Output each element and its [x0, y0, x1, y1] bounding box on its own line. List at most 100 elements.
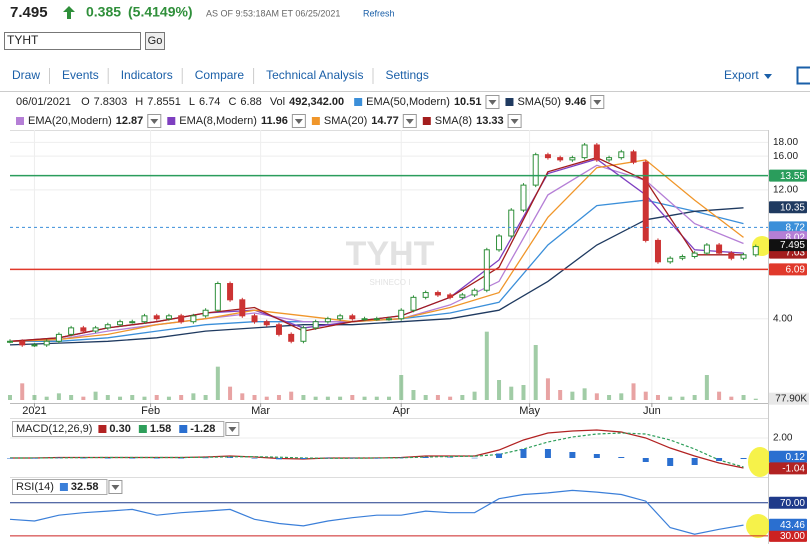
- legend-value: 9.46: [565, 96, 586, 108]
- up-arrow: [63, 6, 75, 19]
- highlight: [748, 447, 772, 477]
- legend-value: 6.88: [240, 96, 261, 108]
- indicator-flag-bg: [769, 462, 807, 475]
- histogram-bar: [7, 458, 13, 459]
- menu-item[interactable]: Compare: [195, 68, 245, 82]
- volume-bar: [228, 386, 233, 400]
- legend-caret: [228, 427, 237, 432]
- candle: [31, 344, 38, 347]
- legend-swatch: [59, 483, 68, 491]
- candle: [251, 315, 258, 323]
- histogram-bar: [251, 458, 258, 459]
- legend-swatch: [98, 425, 107, 433]
- legend-value: 6.74: [199, 96, 220, 108]
- volume-bar: [154, 395, 159, 400]
- legend-value: 32.58: [71, 481, 99, 493]
- candle: [373, 318, 380, 321]
- toolbar-icon[interactable]: [796, 66, 810, 85]
- candle: [630, 151, 637, 163]
- candle: [19, 340, 26, 346]
- change-pct: (5.4149%): [128, 4, 193, 20]
- menu-item[interactable]: Settings: [385, 68, 428, 82]
- legend-swatch: [16, 117, 24, 125]
- volume-bar: [130, 395, 135, 400]
- candle: [141, 315, 148, 323]
- volume-bar: [105, 395, 110, 400]
- price-flag: 8.02: [786, 232, 806, 243]
- volume-bar: [509, 386, 514, 400]
- legend-name: SMA(8): [435, 115, 472, 127]
- candle: [557, 157, 564, 161]
- candle: [202, 309, 209, 317]
- go-button[interactable]: [145, 32, 165, 50]
- price-flag: 10.35: [780, 202, 805, 213]
- legend-caret: [150, 119, 159, 124]
- price-flag-bg: [769, 263, 807, 276]
- x-tick-label: May: [519, 405, 540, 417]
- volume-bar: [533, 345, 538, 400]
- candle: [654, 239, 661, 263]
- candle: [92, 327, 99, 332]
- refresh[interactable]: Refresh: [363, 8, 395, 18]
- candle: [300, 327, 307, 342]
- candle: [349, 315, 356, 320]
- candle: [288, 333, 295, 342]
- volume-bar: [179, 395, 184, 400]
- indicator-legend-box: [12, 479, 108, 495]
- legend-name: EMA(20,Modern): [28, 115, 112, 127]
- y-tick-label: 16.00: [773, 151, 798, 162]
- candle: [532, 154, 539, 186]
- legend-key: Vol: [270, 96, 285, 108]
- candle: [569, 157, 576, 161]
- volume-bar: [729, 396, 734, 400]
- volume-bar: [142, 396, 147, 400]
- indicator-flag-bg: [769, 518, 807, 531]
- volume-bar: [631, 383, 636, 400]
- candle: [312, 321, 319, 329]
- volume-bar: [753, 398, 758, 400]
- histogram-bar: [593, 454, 600, 458]
- volume-bar: [399, 375, 404, 400]
- volume-bar: [350, 395, 355, 400]
- export[interactable]: Export: [724, 68, 759, 82]
- volume-bar: [668, 396, 673, 400]
- legend-swatch: [138, 425, 147, 433]
- candle: [691, 252, 698, 258]
- candle: [642, 161, 649, 241]
- histogram-bar: [520, 449, 527, 458]
- volume-bar: [93, 391, 98, 400]
- candle: [80, 327, 87, 332]
- y-tick-flag: 70.00: [780, 498, 805, 509]
- menu-item[interactable]: Indicators: [121, 68, 173, 82]
- legend-value: 7.8303: [94, 96, 128, 108]
- menu-item[interactable]: Draw: [12, 68, 40, 82]
- legend-value: -1.28: [190, 423, 215, 435]
- histogram-bar: [471, 457, 478, 459]
- volume-bar: [692, 395, 697, 400]
- candle: [459, 294, 466, 298]
- histogram-bar: [398, 457, 405, 459]
- indicator-title: MACD(12,26,9): [16, 423, 92, 435]
- volume-flag: 77.90K: [775, 393, 807, 404]
- histogram-bar: [642, 458, 649, 462]
- candle: [716, 244, 723, 254]
- candle: [227, 283, 234, 301]
- volume-bar: [411, 390, 416, 400]
- volume-bar: [166, 396, 171, 400]
- candle: [679, 256, 686, 259]
- legend-name: EMA(8,Modern): [179, 115, 257, 127]
- legend-value: 7.8551: [147, 96, 181, 108]
- candle: [728, 252, 735, 259]
- legend-value: 14.77: [371, 115, 399, 127]
- symbol-input[interactable]: [4, 32, 141, 50]
- volume-bar: [264, 396, 269, 400]
- legend-value: 11.96: [261, 115, 288, 127]
- candle: [496, 235, 503, 251]
- candle: [214, 283, 221, 311]
- price-flag-bg: [769, 221, 807, 234]
- menu-item[interactable]: Technical Analysis: [266, 68, 363, 82]
- candle: [471, 289, 478, 296]
- volume-bar: [680, 396, 685, 400]
- menu-item[interactable]: Events: [62, 68, 99, 82]
